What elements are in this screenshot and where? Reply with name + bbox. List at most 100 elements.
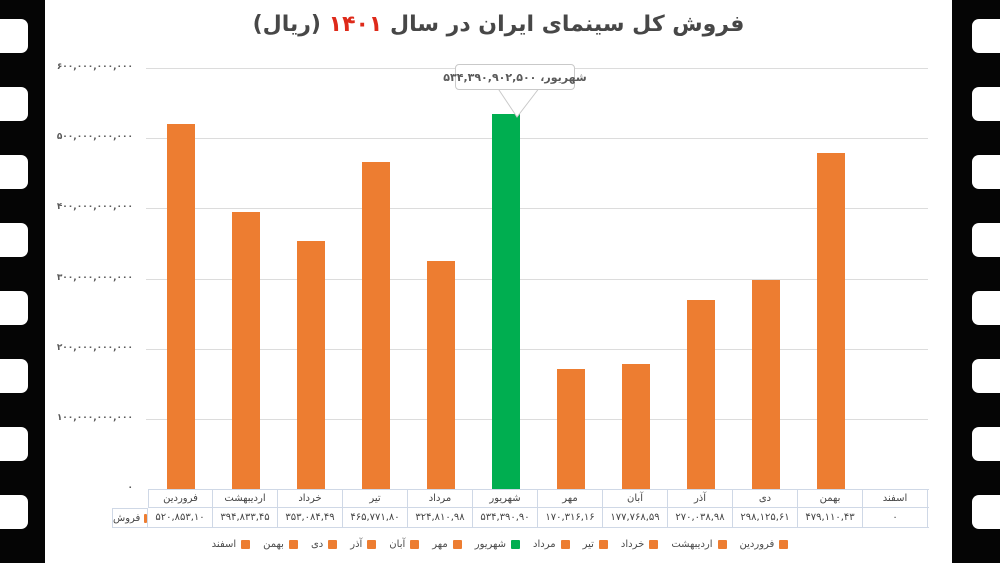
color-swatch-icon — [511, 540, 521, 549]
month-header-cell: مرداد — [408, 490, 473, 507]
legend-item: خرداد — [621, 539, 659, 550]
y-axis-tick-label: ۲۰۰,۰۰۰,۰۰۰,۰۰۰ — [56, 343, 133, 353]
gridline — [146, 419, 928, 420]
color-swatch-icon — [144, 513, 147, 523]
film-hole — [972, 19, 1000, 53]
film-hole — [0, 155, 28, 189]
film-hole — [0, 19, 28, 53]
legend-label: فروردین — [739, 539, 775, 550]
film-hole — [972, 223, 1000, 257]
title-suffix: (ریال) — [252, 12, 321, 37]
color-swatch-icon — [717, 540, 727, 549]
color-swatch-icon — [367, 540, 377, 549]
legend-item: دی — [310, 539, 338, 550]
color-swatch-icon — [288, 540, 298, 549]
chart-bar — [621, 364, 650, 489]
film-hole — [972, 87, 1000, 121]
chart-bar — [426, 261, 455, 489]
callout-text: شهریور، ۵۳۴,۳۹۰,۹۰۲,۵۰۰ — [443, 70, 587, 84]
chart-bar — [751, 280, 780, 489]
legend-item: آذر — [350, 539, 377, 550]
month-header-cell: شهریور — [473, 490, 538, 507]
value-cell: ۳۵۳,۰۸۴,۴۹ — [278, 508, 343, 527]
legend: فروردین اردیبهشت خرداد تیر مرداد شهریور مهر آبا… — [90, 539, 910, 550]
plot-area — [146, 68, 928, 489]
legend-item: مهر — [432, 539, 462, 550]
film-hole — [0, 427, 28, 461]
month-header-cell: مهر — [538, 490, 603, 507]
color-swatch-icon — [410, 540, 420, 549]
value-cell: ۲۷۰,۰۳۸,۹۸ — [668, 508, 733, 527]
color-swatch-icon — [779, 540, 789, 549]
gridline — [146, 349, 928, 350]
title-year: ۱۴۰۱ — [328, 12, 383, 37]
table-header-row: فروردین اردیبهشت خرداد تیر مرداد شهریور مهر آبا… — [148, 489, 929, 508]
film-hole — [0, 291, 28, 325]
legend-item: فروردین — [740, 539, 789, 550]
y-axis-tick-label: ۵۰۰,۰۰۰,۰۰۰,۰۰۰ — [56, 132, 133, 142]
chart-bar — [491, 114, 520, 489]
value-cell: ۰ — [863, 508, 928, 527]
legend-item: اسفند — [211, 539, 251, 550]
y-axis-tick-label: ۱۰۰,۰۰۰,۰۰۰,۰۰۰ — [56, 413, 133, 423]
legend-item: تیر — [583, 539, 608, 550]
legend-label: آذر — [350, 539, 363, 550]
value-cell: ۳۲۴,۸۱۰,۹۸ — [408, 508, 473, 527]
legend-label: تیر — [582, 539, 594, 550]
gridline — [146, 279, 928, 280]
filmstrip-right — [952, 0, 1000, 563]
value-cell: ۴۷۹,۱۱۰,۴۳ — [798, 508, 863, 527]
film-hole — [972, 155, 1000, 189]
series-label: فروش — [113, 512, 141, 524]
month-header-cell: دی — [733, 490, 798, 507]
gridline — [146, 208, 928, 209]
chart-bar — [166, 124, 195, 489]
film-hole — [0, 87, 28, 121]
color-swatch-icon — [560, 540, 570, 549]
legend-label: مهر — [432, 539, 448, 550]
month-header-cell: فروردین — [148, 490, 213, 507]
y-axis-tick-label: ۰ — [127, 483, 134, 493]
value-cell: ۱۷۰,۳۱۶,۱۶ — [538, 508, 603, 527]
legend-item: آبان — [389, 539, 420, 550]
month-header-cell: اسفند — [863, 490, 928, 507]
chart-bar — [816, 153, 845, 489]
color-swatch-icon — [241, 540, 251, 549]
legend-item: بهمن — [263, 539, 298, 550]
gridline — [146, 138, 928, 139]
legend-label: اردیبهشت — [671, 539, 713, 550]
legend-label: دی — [310, 539, 324, 550]
color-swatch-icon — [649, 540, 659, 549]
color-swatch-icon — [328, 540, 338, 549]
film-hole — [0, 495, 28, 529]
value-cell: ۵۲۰,۸۵۳,۱۰ — [148, 508, 213, 527]
legend-item: مرداد — [533, 539, 570, 550]
legend-label: بهمن — [263, 539, 284, 550]
color-swatch-icon — [598, 540, 608, 549]
y-axis-tick-label: ۳۰۰,۰۰۰,۰۰۰,۰۰۰ — [56, 273, 133, 283]
legend-label: اسفند — [211, 539, 237, 550]
title-prefix: فروش کل سینمای ایران در سال — [390, 12, 745, 37]
chart-bar — [556, 369, 585, 489]
value-cell: ۱۷۷,۷۶۸,۵۹ — [603, 508, 668, 527]
film-hole — [972, 427, 1000, 461]
chart-bar — [686, 300, 715, 489]
legend-label: مرداد — [533, 539, 556, 550]
table-value-row: فروش ۵۲۰,۸۵۳,۱۰ ۳۹۴,۸۳۳,۴۵ ۳۵۳,۰۸۴,۴۹ ۴۶۵,۷۷… — [112, 508, 929, 528]
film-hole — [0, 359, 28, 393]
value-cell: ۲۹۸,۱۲۵,۶۱ — [733, 508, 798, 527]
value-cell: ۵۳۴,۳۹۰,۹۰ — [473, 508, 538, 527]
legend-label: شهریور — [474, 539, 507, 550]
month-header-cell: خرداد — [278, 490, 343, 507]
callout-pointer-icon — [496, 86, 541, 118]
film-hole — [972, 359, 1000, 393]
chart-title: فروش کل سینمای ایران در سال ۱۴۰۱ (ریال) — [45, 12, 952, 37]
value-cell: ۳۹۴,۸۳۳,۴۵ — [213, 508, 278, 527]
month-header-cell: بهمن — [798, 490, 863, 507]
chart-bar — [231, 212, 260, 489]
month-header-cell: آذر — [668, 490, 733, 507]
y-axis-tick-label: ۶۰۰,۰۰۰,۰۰۰,۰۰۰ — [56, 62, 133, 72]
color-swatch-icon — [452, 540, 462, 549]
y-axis-tick-label: ۴۰۰,۰۰۰,۰۰۰,۰۰۰ — [56, 202, 133, 212]
